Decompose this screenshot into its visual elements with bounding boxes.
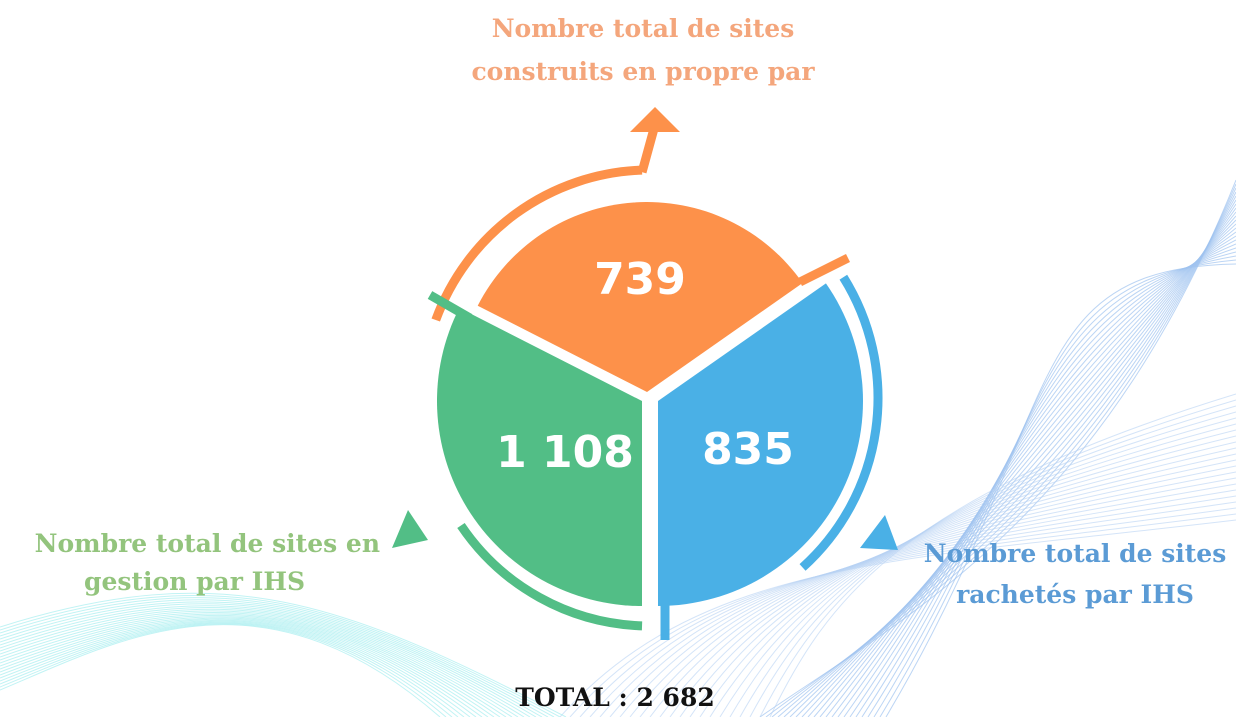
wave bbox=[861, 247, 1236, 717]
total: TOTAL : 2 682 bbox=[515, 683, 715, 712]
wave bbox=[0, 620, 465, 717]
wave bbox=[0, 595, 561, 717]
title-blue: Nombre total de sites bbox=[924, 539, 1227, 568]
wave bbox=[837, 231, 1236, 717]
wave bbox=[855, 243, 1236, 717]
title-orange: construits en propre par bbox=[471, 57, 815, 86]
title-orange: Nombre total de sites bbox=[492, 14, 795, 43]
wave bbox=[749, 405, 1236, 717]
wave bbox=[885, 263, 1236, 717]
arrow-head bbox=[860, 515, 898, 550]
arrow-arc bbox=[457, 522, 643, 631]
wave bbox=[0, 608, 519, 717]
value-blue: 835 bbox=[702, 424, 794, 475]
wave bbox=[0, 618, 477, 717]
wave bbox=[679, 447, 1236, 717]
wedge bbox=[437, 307, 642, 606]
wave bbox=[795, 203, 1236, 717]
wave bbox=[813, 215, 1236, 717]
wave bbox=[819, 219, 1236, 717]
wave bbox=[0, 599, 549, 717]
wave bbox=[849, 239, 1236, 717]
wave bbox=[783, 195, 1236, 717]
wave bbox=[689, 441, 1236, 717]
arrow-head bbox=[392, 510, 428, 548]
arrow-arc bbox=[431, 165, 643, 322]
wave bbox=[739, 411, 1236, 717]
wedge bbox=[477, 201, 803, 392]
wave bbox=[765, 183, 1236, 717]
wave bbox=[771, 187, 1236, 717]
wave bbox=[0, 601, 543, 717]
wave bbox=[0, 605, 531, 717]
title-green: Nombre total de sites en bbox=[35, 529, 380, 558]
wave bbox=[843, 235, 1236, 717]
arrow-shaft bbox=[637, 123, 660, 174]
wave bbox=[867, 251, 1236, 717]
arrow-stub bbox=[797, 253, 851, 287]
wave bbox=[0, 623, 447, 717]
wave bbox=[729, 417, 1236, 717]
arrow-arc bbox=[799, 274, 883, 571]
value-green: 1 108 bbox=[496, 427, 634, 478]
wave bbox=[0, 610, 513, 717]
value-orange: 739 bbox=[594, 254, 686, 305]
wave bbox=[709, 429, 1236, 717]
wave bbox=[879, 259, 1236, 717]
wave bbox=[0, 613, 501, 717]
background-waves bbox=[0, 179, 1236, 717]
title-blue: rachetés par IHS bbox=[956, 580, 1194, 609]
arrow-stub bbox=[427, 291, 473, 322]
wave bbox=[699, 435, 1236, 717]
wave bbox=[669, 453, 1236, 717]
wave bbox=[825, 223, 1236, 717]
arrow-head bbox=[630, 107, 680, 132]
wave bbox=[0, 597, 555, 717]
wave bbox=[0, 624, 441, 717]
wave bbox=[719, 423, 1236, 717]
wave bbox=[831, 227, 1236, 717]
arrows bbox=[392, 107, 898, 640]
wave bbox=[759, 399, 1236, 717]
wedge bbox=[658, 283, 864, 606]
wave bbox=[0, 607, 525, 717]
wave bbox=[0, 619, 471, 717]
wedges bbox=[437, 201, 864, 606]
wave bbox=[801, 207, 1236, 717]
title-green: gestion par IHS bbox=[84, 567, 305, 596]
wave bbox=[769, 393, 1236, 717]
wave bbox=[0, 622, 453, 717]
wave bbox=[0, 612, 507, 717]
wave bbox=[873, 255, 1236, 717]
wave bbox=[0, 603, 537, 717]
wave bbox=[0, 616, 489, 717]
wave bbox=[0, 614, 495, 717]
wave bbox=[0, 592, 567, 717]
wave bbox=[0, 617, 483, 717]
wave bbox=[0, 621, 459, 717]
